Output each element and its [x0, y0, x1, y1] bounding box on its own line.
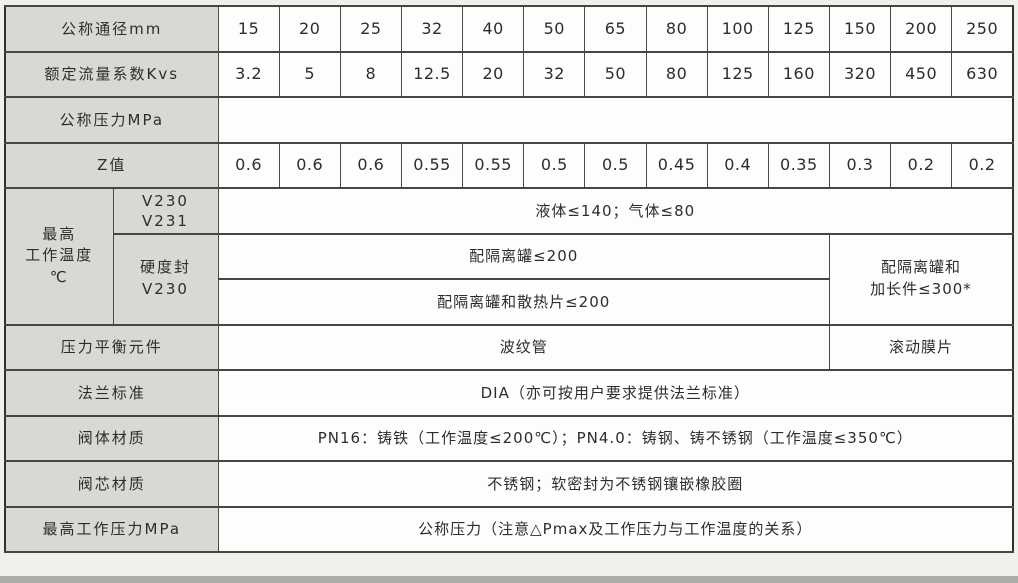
kvs-cell: 8 — [339, 50, 402, 98]
kvs-cell: 450 — [890, 50, 953, 98]
table-row-flange-standard: 法兰标准 DIA（亦可按用户要求提供法兰标准） — [4, 369, 1014, 417]
kvs-cell: 20 — [462, 50, 525, 98]
diameter-row-label: 公称通径mm — [4, 5, 219, 53]
z-value-cell: 0.6 — [278, 141, 341, 189]
diameter-cell: 100 — [706, 5, 769, 53]
table-row-body-material: 阀体材质 PN16：铸铁（工作温度≤200℃）；PN4.0：铸钢、铸不锈钢（工作… — [4, 414, 1014, 462]
diameter-cell: 50 — [523, 5, 586, 53]
max-pressure-row-label: 最高工作压力MPa — [4, 505, 219, 553]
max-temp-section-label: 最高 工作温度 ℃ — [4, 187, 114, 326]
diameter-cell: 40 — [462, 5, 525, 53]
table-row-pressure-balance: 压力平衡元件 波纹管 滚动膜片 — [4, 323, 1014, 371]
diameter-cell: 32 — [400, 5, 464, 53]
isolation-extension-line: 配隔离罐和 — [880, 258, 961, 277]
kvs-cell: 80 — [645, 50, 708, 98]
z-value-cell: 0.55 — [462, 141, 525, 189]
trim-material-value-cell: 不锈钢；软密封为不锈钢镶嵌橡胶圈 — [217, 460, 1014, 508]
diameter-cell: 150 — [828, 5, 892, 53]
valve-spec-table: 公称通径mm 15 20 25 32 40 50 65 80 100 125 1… — [4, 5, 1014, 553]
diameter-cell: 80 — [645, 5, 708, 53]
body-material-row-label: 阀体材质 — [4, 414, 219, 462]
z-value-cell: 0.5 — [523, 141, 586, 189]
z-value-row-label: Z值 — [4, 141, 219, 189]
body-material-value-cell: PN16：铸铁（工作温度≤200℃）；PN4.0：铸钢、铸不锈钢（工作温度≤35… — [217, 414, 1014, 462]
isolation-extension-line: 加长件≤300* — [870, 280, 972, 298]
hard-seal-label-line: 硬度封 — [140, 258, 192, 277]
kvs-cell: 630 — [951, 50, 1014, 98]
table-row-z-value: Z值 0.6 0.6 0.6 0.55 0.55 0.5 0.5 0.45 0.… — [4, 141, 1014, 189]
kvs-cell: 50 — [584, 50, 647, 98]
trim-material-row-label: 阀芯材质 — [4, 460, 219, 508]
diameter-cell: 25 — [339, 5, 402, 53]
kvs-cell: 320 — [828, 50, 892, 98]
max-pressure-value-cell: 公称压力（注意△Pmax及工作压力与工作温度的关系） — [217, 505, 1014, 553]
diameter-cell: 125 — [767, 5, 830, 53]
max-temp-label-line: 工作温度 — [25, 246, 94, 265]
z-value-cell: 0.55 — [400, 141, 464, 189]
kvs-cell: 32 — [523, 50, 586, 98]
table-row-trim-material: 阀芯材质 不锈钢；软密封为不锈钢镶嵌橡胶圈 — [4, 460, 1014, 508]
z-value-cell: 0.45 — [645, 141, 708, 189]
diameter-cell: 250 — [951, 5, 1014, 53]
table-row-kvs: 额定流量系数Kvs 3.2 5 8 12.5 20 32 50 80 125 1… — [4, 50, 1014, 98]
z-value-cell: 0.4 — [706, 141, 769, 189]
table-row-temp-hard-seal-1: 硬度封 V230 配隔离罐≤200 配隔离罐和 加长件≤300* — [5, 232, 1014, 326]
kvs-cell: 5 — [278, 50, 341, 98]
table-row-max-pressure: 最高工作压力MPa 公称压力（注意△Pmax及工作压力与工作温度的关系） — [4, 505, 1014, 553]
kvs-cell: 160 — [767, 50, 830, 98]
hard-seal-temp-cell-1: 配隔离罐≤200 — [217, 232, 830, 280]
nominal-pressure-row-label: 公称压力MPa — [4, 96, 219, 144]
flange-standard-row-label: 法兰标准 — [4, 369, 219, 417]
v230-v231-sublabel: V230 V231 — [112, 187, 219, 235]
flange-standard-value-cell: DIA（亦可按用户要求提供法兰标准） — [217, 369, 1014, 417]
z-value-cell: 0.6 — [217, 141, 280, 189]
z-value-cell: 0.2 — [890, 141, 953, 189]
diameter-cell: 200 — [890, 5, 953, 53]
hard-seal-sublabel: 硬度封 V230 — [112, 232, 219, 326]
pressure-balance-right-cell: 滚动膜片 — [828, 323, 1014, 371]
table-row-diameter: 公称通径mm 15 20 25 32 40 50 65 80 100 125 1… — [4, 5, 1014, 53]
isolation-extension-temp-cell: 配隔离罐和 加长件≤300* — [828, 232, 1014, 326]
z-value-cell: 0.3 — [828, 141, 892, 189]
z-value-cell: 0.2 — [951, 141, 1014, 189]
nominal-pressure-value-cell — [217, 96, 1014, 144]
diameter-cell: 20 — [278, 5, 341, 53]
pressure-balance-main-cell: 波纹管 — [217, 323, 830, 371]
kvs-cell: 12.5 — [400, 50, 464, 98]
z-value-cell: 0.6 — [339, 141, 402, 189]
kvs-cell: 125 — [706, 50, 769, 98]
diameter-cell: 65 — [584, 5, 647, 53]
hard-seal-temp-cell-2: 配隔离罐和散热片≤200 — [217, 278, 830, 326]
z-value-cell: 0.35 — [767, 141, 830, 189]
max-temp-label-line: 最高 — [42, 224, 77, 243]
table-row-temp-v230-v231: 最高 工作温度 ℃ V230 V231 液体≤140；气体≤80 — [4, 187, 1014, 326]
pressure-balance-row-label: 压力平衡元件 — [4, 323, 219, 371]
v230-v231-temp-cell: 液体≤140；气体≤80 — [217, 187, 1014, 235]
scan-bottom-shadow — [0, 576, 1018, 583]
hard-seal-label-line: V230 — [142, 280, 189, 298]
z-value-cell: 0.5 — [584, 141, 647, 189]
table-row-temp-hard-seal-2: 配隔离罐和散热片≤200 — [5, 278, 1013, 326]
diameter-cell: 15 — [217, 5, 280, 53]
table-row-nominal-pressure: 公称压力MPa — [4, 96, 1014, 144]
kvs-cell: 3.2 — [217, 50, 280, 98]
kvs-row-label: 额定流量系数Kvs — [4, 50, 219, 98]
max-temp-label-line: ℃ — [49, 268, 69, 287]
